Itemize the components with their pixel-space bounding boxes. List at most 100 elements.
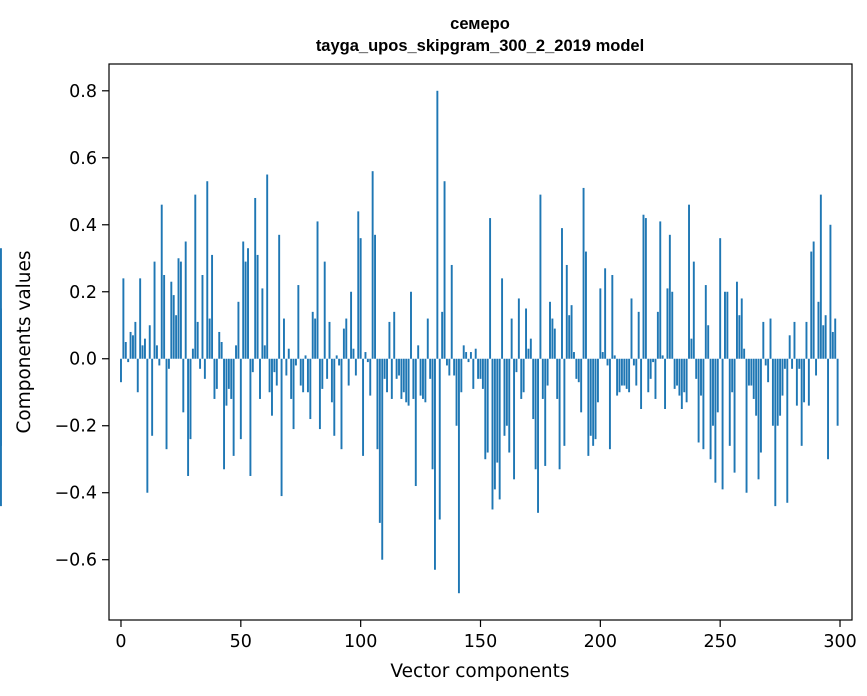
bar [230, 358, 233, 399]
bar [223, 358, 226, 470]
bar [740, 298, 743, 359]
bar [283, 318, 285, 359]
bar [697, 358, 700, 443]
bar [247, 248, 249, 359]
bar [285, 358, 288, 376]
bar [268, 358, 271, 393]
bar-series [0, 90, 839, 594]
bar [304, 355, 307, 359]
bar [381, 358, 384, 560]
bar [450, 264, 453, 359]
bar [438, 358, 441, 520]
bar [795, 358, 798, 406]
y-tick-label: 0.8 [69, 82, 97, 102]
bar [498, 358, 501, 500]
bar [726, 291, 729, 359]
bar [182, 358, 185, 413]
bar [774, 358, 777, 507]
bar [481, 358, 484, 389]
bar [834, 318, 837, 359]
bar [827, 358, 829, 460]
bar [374, 234, 377, 359]
bar [309, 358, 312, 420]
bar [292, 358, 295, 430]
chart-subtitle: tayga_upos_skipgram_300_2_2019 model [316, 37, 644, 55]
bar [390, 358, 393, 399]
bar [724, 291, 726, 359]
bar [323, 261, 326, 359]
bar [666, 288, 669, 359]
bar [153, 261, 156, 359]
y-tick-label: 0.2 [69, 283, 97, 303]
bar [616, 358, 619, 396]
y-tick-label: 0.0 [69, 350, 97, 370]
bar [553, 328, 556, 359]
bar [810, 251, 813, 359]
bar [747, 358, 750, 386]
bar [472, 358, 475, 389]
bar [817, 301, 820, 359]
bar [707, 325, 710, 359]
bar [215, 358, 218, 389]
bar [640, 358, 643, 409]
bar [541, 358, 544, 399]
bar [654, 358, 657, 399]
bar [386, 358, 388, 393]
bar [445, 358, 448, 366]
bar [160, 204, 163, 359]
bar [493, 358, 496, 490]
y-axis: −0.6 −0.4 −0.2 0.0 0.2 0.4 0.6 0.8 [55, 82, 109, 571]
y-tick-label: −0.4 [55, 484, 98, 504]
bar [661, 355, 664, 359]
bar [486, 358, 489, 453]
plot-frame [108, 63, 853, 621]
bar [467, 358, 470, 363]
bar [721, 358, 724, 490]
bar [515, 358, 518, 373]
bar [239, 358, 242, 440]
bar [532, 358, 535, 420]
bar [819, 194, 822, 359]
bar [781, 358, 784, 396]
bar [208, 318, 211, 359]
x-tick-label: 150 [464, 632, 497, 652]
bar [611, 275, 614, 359]
bar [302, 358, 305, 393]
bar [800, 358, 803, 446]
bar [573, 352, 575, 359]
bar [124, 342, 127, 359]
x-tick-label: 300 [823, 632, 856, 652]
bar [688, 204, 690, 359]
bar [529, 338, 532, 359]
bar [249, 358, 252, 476]
bar [163, 275, 166, 359]
bar [469, 352, 472, 359]
bar [544, 358, 547, 466]
bar [776, 358, 779, 426]
bar [731, 358, 734, 393]
bar [316, 221, 319, 359]
bar [259, 358, 261, 399]
bar [383, 358, 386, 379]
bar [779, 358, 782, 416]
bar [395, 358, 398, 379]
bar [441, 311, 444, 359]
bar [146, 358, 149, 493]
bar [179, 261, 182, 359]
bar [189, 358, 192, 440]
bar [443, 181, 446, 359]
bar [232, 358, 235, 456]
bar [767, 358, 770, 383]
bar [465, 352, 468, 359]
bar [745, 358, 748, 493]
bar [575, 358, 578, 379]
bar [685, 358, 688, 403]
bar [407, 358, 410, 406]
bar [558, 358, 561, 470]
bar [625, 358, 628, 389]
bar [791, 358, 794, 369]
bar [539, 194, 542, 359]
bar [393, 311, 396, 359]
bar [352, 348, 355, 359]
